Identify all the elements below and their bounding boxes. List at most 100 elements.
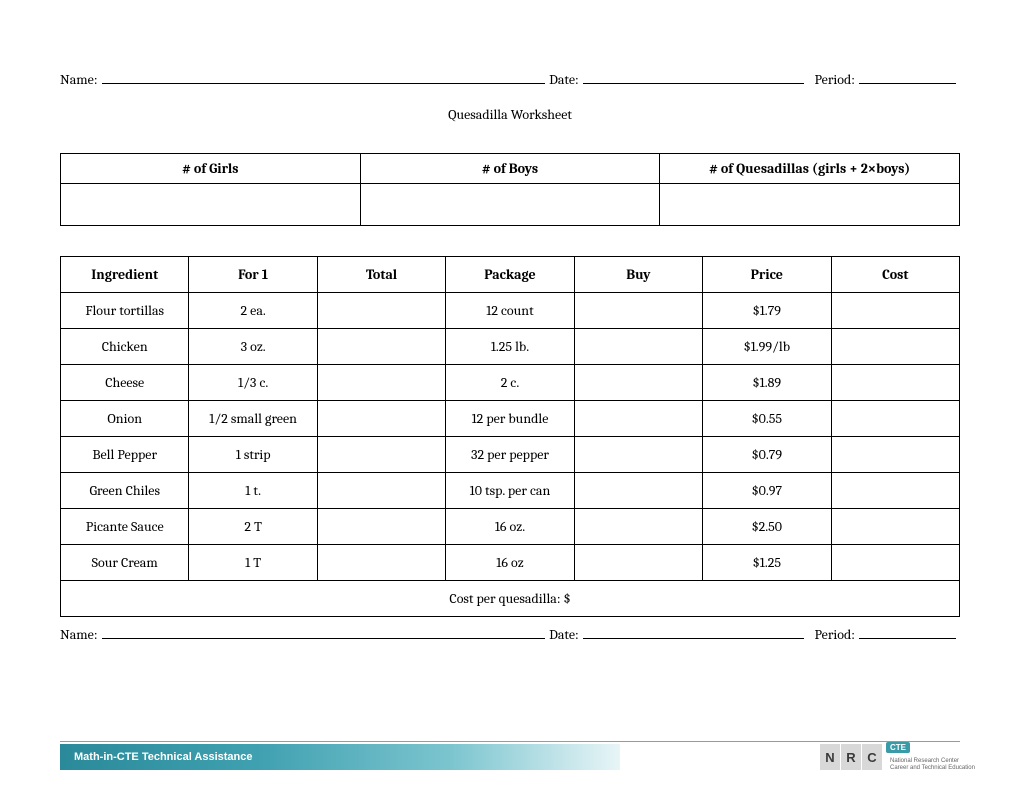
ing-cell-0-6[interactable] bbox=[831, 293, 959, 329]
ing-cell-5-2[interactable] bbox=[317, 473, 445, 509]
ing-col-4: Buy bbox=[574, 257, 702, 293]
ing-cell-6-2[interactable] bbox=[317, 509, 445, 545]
ing-cell-7-3: 16 oz bbox=[446, 545, 574, 581]
logo-letter-n: N bbox=[820, 744, 840, 770]
logo-cte-badge: CTE bbox=[886, 742, 910, 753]
ing-cell-5-1: 1 t. bbox=[189, 473, 317, 509]
ing-cell-1-3: 1.25 lb. bbox=[446, 329, 574, 365]
ingredient-header-row: IngredientFor 1TotalPackageBuyPriceCost bbox=[61, 257, 960, 293]
ing-col-3: Package bbox=[446, 257, 574, 293]
table-row: Flour tortillas2 ea. 12 count $1.79 bbox=[61, 293, 960, 329]
ing-cell-7-1: 1 T bbox=[189, 545, 317, 581]
date-label-2: Date: bbox=[549, 626, 579, 643]
logo-letter-r: R bbox=[841, 744, 861, 770]
cost-per-quesadilla: Cost per quesadilla: $ bbox=[61, 581, 960, 617]
ing-col-6: Cost bbox=[831, 257, 959, 293]
footer-bar-text: Math-in-CTE Technical Assistance bbox=[74, 751, 252, 763]
ing-cell-2-5: $1.89 bbox=[703, 365, 831, 401]
ing-cell-2-2[interactable] bbox=[317, 365, 445, 401]
period-blank[interactable] bbox=[859, 70, 956, 84]
ing-cell-2-6[interactable] bbox=[831, 365, 959, 401]
ing-cell-4-1: 1 strip bbox=[189, 437, 317, 473]
ing-cell-2-4[interactable] bbox=[574, 365, 702, 401]
ing-col-0: Ingredient bbox=[61, 257, 189, 293]
table-row: Bell Pepper1 strip 32 per pepper $0.79 bbox=[61, 437, 960, 473]
logo-letters: N R C bbox=[820, 744, 882, 770]
ing-cell-5-3: 10 tsp. per can bbox=[446, 473, 574, 509]
count-cell-girls[interactable] bbox=[61, 184, 361, 226]
ing-cell-6-1: 2 T bbox=[189, 509, 317, 545]
ing-cell-0-4[interactable] bbox=[574, 293, 702, 329]
ing-col-1: For 1 bbox=[189, 257, 317, 293]
ing-col-2: Total bbox=[317, 257, 445, 293]
ing-cell-3-1: 1/2 small green bbox=[189, 401, 317, 437]
ing-cell-7-2[interactable] bbox=[317, 545, 445, 581]
table-row: Onion1/2 small green12 per bundle$0.55 bbox=[61, 401, 960, 437]
date-blank[interactable] bbox=[583, 70, 805, 84]
ing-cell-0-3: 12 count bbox=[446, 293, 574, 329]
ing-cell-4-4[interactable] bbox=[574, 437, 702, 473]
ing-cell-3-6[interactable] bbox=[831, 401, 959, 437]
date-label: Date: bbox=[549, 71, 579, 88]
table-row: Picante Sauce2 T 16 oz. $2.50 bbox=[61, 509, 960, 545]
worksheet-title: Quesadilla Worksheet bbox=[60, 106, 960, 123]
period-label: Period: bbox=[814, 71, 855, 88]
nrc-logo: N R C CTE National Research Center Caree… bbox=[820, 744, 910, 770]
ing-cell-7-5: $1.25 bbox=[703, 545, 831, 581]
ing-cell-1-2[interactable] bbox=[317, 329, 445, 365]
ing-cell-1-6[interactable] bbox=[831, 329, 959, 365]
name-blank-2[interactable] bbox=[102, 625, 546, 639]
ing-cell-5-4[interactable] bbox=[574, 473, 702, 509]
table-row: Cheese1/3 c. 2 c. $1.89 bbox=[61, 365, 960, 401]
ing-cell-1-4[interactable] bbox=[574, 329, 702, 365]
logo-letter-c: C bbox=[862, 744, 882, 770]
count-col-total: # of Quesadillas (girls + 2×boys) bbox=[660, 154, 960, 184]
ing-cell-2-0: Cheese bbox=[61, 365, 189, 401]
ing-cell-7-6[interactable] bbox=[831, 545, 959, 581]
ing-cell-6-0: Picante Sauce bbox=[61, 509, 189, 545]
ing-cell-6-4[interactable] bbox=[574, 509, 702, 545]
footer-divider bbox=[60, 741, 960, 742]
header-line-bottom: Name: Date: Period: bbox=[60, 625, 960, 643]
count-cell-total[interactable] bbox=[660, 184, 960, 226]
ing-cell-6-3: 16 oz. bbox=[446, 509, 574, 545]
ing-cell-3-5: $0.55 bbox=[703, 401, 831, 437]
ing-cell-3-4[interactable] bbox=[574, 401, 702, 437]
ing-cell-0-5: $1.79 bbox=[703, 293, 831, 329]
ing-cell-5-0: Green Chiles bbox=[61, 473, 189, 509]
ing-cell-6-5: $2.50 bbox=[703, 509, 831, 545]
table-row: Green Chiles1 t. 10 tsp. per can $0.97 bbox=[61, 473, 960, 509]
ing-cell-0-2[interactable] bbox=[317, 293, 445, 329]
ing-cell-1-1: 3 oz. bbox=[189, 329, 317, 365]
ing-cell-4-0: Bell Pepper bbox=[61, 437, 189, 473]
count-cell-boys[interactable] bbox=[360, 184, 660, 226]
name-label: Name: bbox=[60, 71, 98, 88]
logo-subtitle: National Research Center Career and Tech… bbox=[890, 758, 975, 771]
ing-cell-3-2[interactable] bbox=[317, 401, 445, 437]
ing-cell-6-6[interactable] bbox=[831, 509, 959, 545]
header-line-top: Name: Date: Period: bbox=[60, 70, 960, 88]
ing-cell-4-3: 32 per pepper bbox=[446, 437, 574, 473]
ing-cell-4-6[interactable] bbox=[831, 437, 959, 473]
date-blank-2[interactable] bbox=[583, 625, 805, 639]
ing-cell-3-0: Onion bbox=[61, 401, 189, 437]
ing-cell-2-1: 1/3 c. bbox=[189, 365, 317, 401]
ing-cell-5-6[interactable] bbox=[831, 473, 959, 509]
name-label-2: Name: bbox=[60, 626, 98, 643]
table-row: Sour Cream1 T16 oz$1.25 bbox=[61, 545, 960, 581]
period-blank-2[interactable] bbox=[859, 625, 956, 639]
ing-cell-7-4[interactable] bbox=[574, 545, 702, 581]
ing-cell-4-5: $0.79 bbox=[703, 437, 831, 473]
ing-cell-4-2[interactable] bbox=[317, 437, 445, 473]
ing-cell-2-3: 2 c. bbox=[446, 365, 574, 401]
name-blank[interactable] bbox=[102, 70, 546, 84]
ing-cell-0-0: Flour tortillas bbox=[61, 293, 189, 329]
ing-cell-5-5: $0.97 bbox=[703, 473, 831, 509]
count-col-boys: # of Boys bbox=[360, 154, 660, 184]
ing-cell-0-1: 2 ea. bbox=[189, 293, 317, 329]
count-col-girls: # of Girls bbox=[61, 154, 361, 184]
footer-bar: Math-in-CTE Technical Assistance bbox=[60, 744, 620, 770]
ing-cell-1-5: $1.99/lb bbox=[703, 329, 831, 365]
period-label-2: Period: bbox=[814, 626, 855, 643]
ing-col-5: Price bbox=[703, 257, 831, 293]
